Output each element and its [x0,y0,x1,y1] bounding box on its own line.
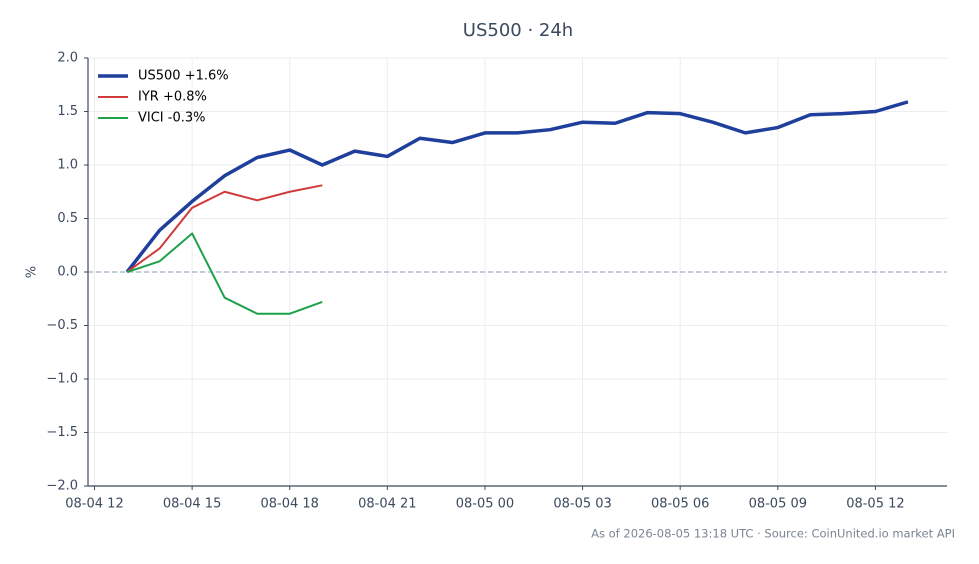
y-tick-label: −1.0 [46,372,78,387]
y-tick-label: −1.5 [46,425,78,440]
x-tick-label: 08-04 21 [358,497,416,512]
footnote: As of 2026-08-05 13:18 UTC · Source: Coi… [591,527,955,541]
legend-label: VICI -0.3% [138,111,206,126]
x-tick-label: 08-04 15 [163,497,221,512]
y-tick-label: 0.0 [57,265,78,280]
x-tick-label: 08-05 12 [846,497,904,512]
y-tick-label: −2.0 [46,479,78,494]
x-tick-label: 08-04 18 [261,497,319,512]
y-tick-label: 0.5 [57,211,78,226]
x-tick-label: 08-05 06 [651,497,709,512]
legend-label: US500 +1.6% [138,69,229,84]
y-tick-label: 1.5 [57,104,78,119]
y-tick-label: 1.0 [57,158,78,173]
x-tick-label: 08-05 00 [456,497,514,512]
x-tick-label: 08-05 09 [749,497,807,512]
y-axis-label: % [25,266,40,278]
series-line [125,100,909,274]
series-line [126,184,323,273]
chart-title: US500 · 24h [463,20,573,41]
y-tick-label: −0.5 [46,318,78,333]
legend-label: IYR +0.8% [138,90,207,105]
series-line [126,232,323,315]
x-tick-label: 08-04 12 [65,497,123,512]
x-tick-label: 08-05 03 [553,497,611,512]
y-tick-label: 2.0 [57,51,78,66]
